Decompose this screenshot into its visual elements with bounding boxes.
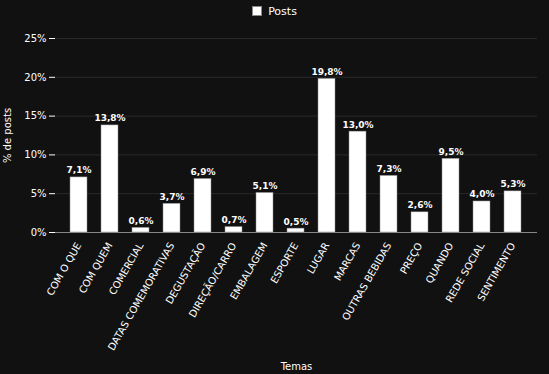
svg-text:DIREÇÃO/CARRO: DIREÇÃO/CARRO [186, 240, 239, 319]
svg-text:25%: 25% [24, 33, 46, 44]
svg-text:COM O QUE: COM O QUE [44, 240, 84, 298]
svg-text:10%: 10% [24, 149, 46, 160]
svg-text:COM QUEM: COM QUEM [76, 240, 115, 296]
svg-text:7,1%: 7,1% [67, 165, 92, 175]
svg-text:19,8%: 19,8% [311, 67, 342, 77]
svg-text:% de posts: % de posts [2, 108, 13, 163]
svg-text:EMBALAGEM: EMBALAGEM [228, 241, 269, 302]
svg-text:MARCAS: MARCAS [332, 241, 363, 283]
svg-text:20%: 20% [24, 72, 46, 83]
svg-text:DEGUSTAÇÃO: DEGUSTAÇÃO [163, 240, 208, 306]
svg-text:OUTRAS BEBIDAS: OUTRAS BEBIDAS [340, 241, 393, 323]
svg-text:0,5%: 0,5% [284, 217, 309, 227]
svg-text:Temas: Temas [280, 361, 313, 372]
svg-text:5%: 5% [31, 188, 47, 199]
svg-text:0,6%: 0,6% [129, 216, 154, 226]
svg-text:REDE SOCIAL: REDE SOCIAL [443, 240, 487, 305]
svg-text:9,5%: 9,5% [439, 147, 464, 157]
svg-text:SENTIMENTO: SENTIMENTO [475, 241, 517, 303]
svg-text:5,1%: 5,1% [253, 181, 278, 191]
svg-text:QUANDO: QUANDO [423, 240, 455, 285]
svg-text:2,6%: 2,6% [408, 200, 433, 210]
svg-text:DATAS COMEMORATIVAS: DATAS COMEMORATIVAS [105, 240, 177, 353]
svg-text:5,3%: 5,3% [501, 179, 526, 189]
svg-text:7,3%: 7,3% [377, 164, 402, 174]
html-text:Posts: Posts [268, 4, 297, 18]
svg-text:PREÇO: PREÇO [398, 240, 425, 275]
svg-text:3,7%: 3,7% [160, 192, 185, 202]
svg-text:0%: 0% [31, 227, 47, 238]
svg-text:COMERCIAL: COMERCIAL [106, 240, 146, 297]
svg-text:6,9%: 6,9% [191, 167, 216, 177]
svg-text:ESPORTE: ESPORTE [268, 241, 300, 286]
svg-text:13,0%: 13,0% [342, 120, 373, 130]
svg-text:15%: 15% [24, 110, 46, 121]
svg-text:4,0%: 4,0% [470, 189, 495, 199]
svg-text:13,8%: 13,8% [94, 113, 125, 123]
svg-text:LUGAR: LUGAR [305, 241, 332, 276]
svg-text:0,7%: 0,7% [222, 215, 247, 225]
